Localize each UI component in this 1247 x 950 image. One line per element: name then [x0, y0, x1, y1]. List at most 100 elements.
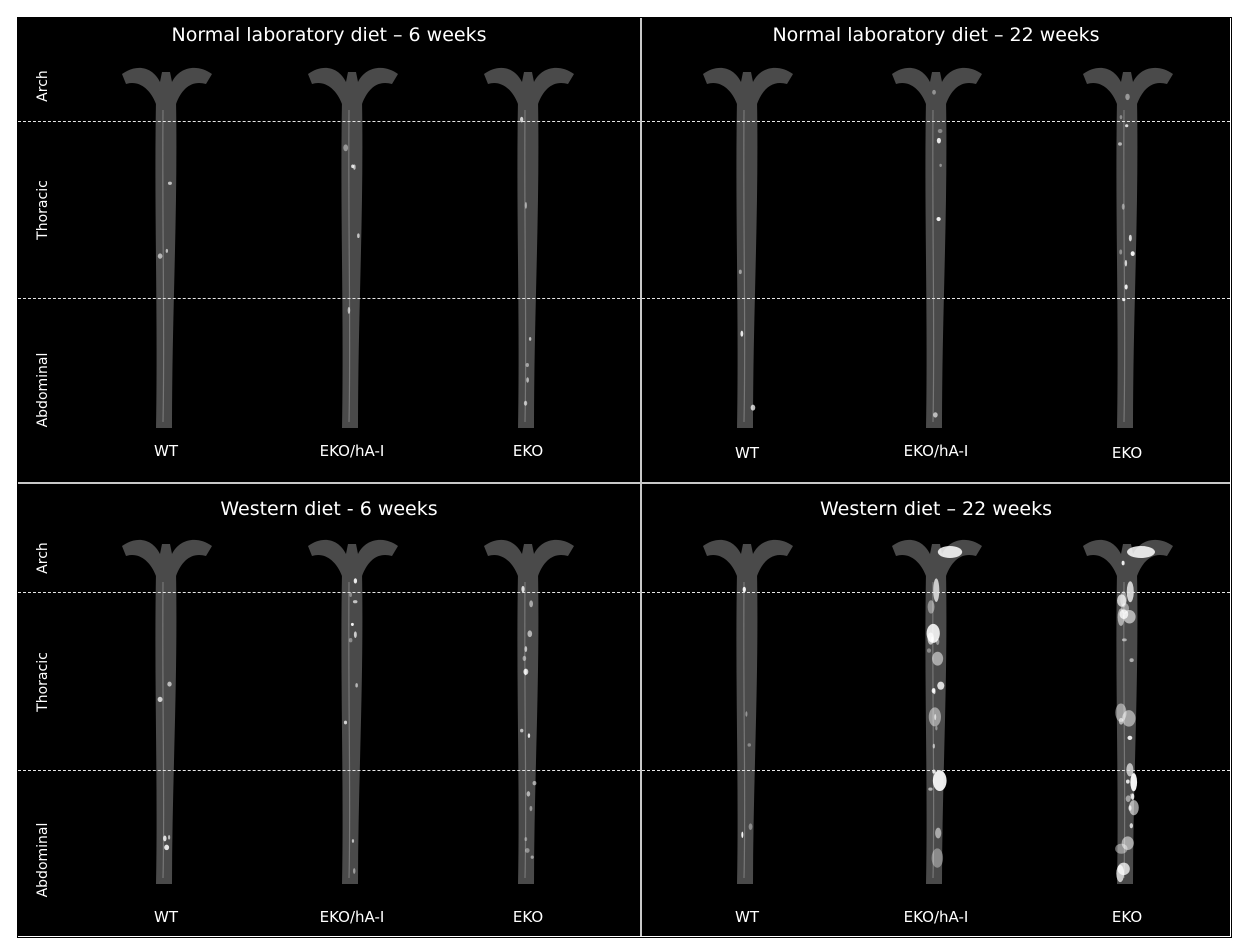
sample-label: EKO — [512, 442, 544, 460]
lesion-spot — [1131, 793, 1135, 800]
lesion-spot — [353, 578, 358, 584]
vessel-highlight — [162, 581, 165, 879]
aorta-specimen — [122, 539, 212, 884]
lesion-spot — [524, 837, 528, 842]
descending-aorta — [341, 100, 363, 428]
lesion-spot — [527, 733, 531, 738]
lesion-spot — [750, 404, 756, 411]
lesion-spot — [933, 688, 936, 695]
aorta-layer — [122, 67, 574, 428]
lesion-spot — [355, 683, 358, 688]
lesion-spot — [927, 600, 935, 614]
lesion-spot — [932, 770, 947, 792]
lesion-spot — [529, 805, 533, 812]
vessel-highlight — [524, 581, 527, 879]
lesion-spot — [1121, 203, 1125, 210]
lesion-spot — [524, 202, 528, 209]
lesion-spot — [529, 600, 534, 608]
lesion-spot — [520, 728, 524, 733]
vessel-highlight — [1123, 109, 1126, 423]
lesion-spot — [1117, 594, 1127, 607]
aorta-specimen — [892, 67, 982, 428]
panel-western-6w: Western diet - 6 weeks Arch Thoracic Abd… — [18, 484, 640, 936]
sample-label: WT — [735, 444, 759, 462]
lesion-spot — [745, 711, 748, 717]
lesion-spot — [530, 855, 534, 859]
sample-label: WT — [154, 908, 178, 926]
lesion-spot — [747, 743, 751, 747]
lesion-spot — [527, 630, 533, 638]
lesion-spot — [1130, 773, 1138, 792]
lesion-spot — [353, 631, 357, 638]
aorta-specimen — [892, 539, 982, 884]
aorta-specimen — [703, 539, 793, 884]
lesion-spot — [526, 791, 531, 797]
aorta-layer — [703, 67, 1173, 428]
lesion-spot — [351, 839, 355, 843]
lesion-spot — [926, 623, 940, 643]
lesion-spot — [1125, 93, 1130, 101]
lesion-spot — [1128, 805, 1132, 811]
vessel-highlight — [743, 581, 746, 879]
lesion-spot — [347, 306, 351, 314]
vessel-highlight — [743, 109, 746, 423]
sample-label: EKO/hA-I — [319, 908, 385, 926]
panel-title: Western diet - 6 weeks — [220, 498, 438, 520]
lesion-spot — [1127, 735, 1133, 740]
aortic-arch — [308, 67, 398, 104]
aorta-specimen — [308, 67, 398, 428]
lesion-spot — [1122, 710, 1136, 727]
vessel-highlight — [348, 109, 351, 423]
aortic-arch — [1083, 67, 1173, 104]
aorta-specimen — [1083, 539, 1173, 884]
sample-label: EKO — [1111, 908, 1143, 926]
lesion-spot — [343, 144, 349, 152]
lesion-spot — [935, 827, 942, 839]
descending-aorta — [155, 572, 177, 884]
horizontal-divider — [18, 482, 1230, 484]
lesion-spot — [350, 622, 354, 626]
panel-title: Normal laboratory diet – 22 weeks — [772, 24, 1100, 46]
lesion-spot — [343, 720, 348, 725]
lesion-spot — [522, 655, 527, 662]
panel-western-22w: Western diet – 22 weeks WT EKO/hA-I EKO — [642, 484, 1230, 936]
region-label-arch: Arch — [35, 542, 51, 574]
aorta-specimen — [484, 67, 574, 428]
aortic-arch — [122, 67, 212, 104]
panel-title: Western diet – 22 weeks — [819, 498, 1053, 520]
lesion-spot — [748, 823, 753, 831]
arch-thoracic-boundary — [18, 121, 640, 122]
vessel-highlight — [932, 109, 935, 423]
descending-aorta — [341, 572, 363, 884]
lesion-spot — [928, 787, 933, 791]
lesion-spot — [523, 668, 529, 675]
sample-label: WT — [154, 442, 178, 460]
sample-label: EKO — [1111, 444, 1143, 462]
lesion-spot — [157, 253, 163, 259]
lesion-spot — [1119, 115, 1123, 120]
lesion-spot — [932, 651, 944, 666]
lesion-spot — [521, 585, 525, 593]
lesion-spot — [1118, 717, 1124, 725]
lesion-spot — [1129, 658, 1134, 663]
arch-thoracic-boundary — [642, 121, 1230, 122]
lesion-spot — [1125, 795, 1131, 802]
lesion-spot — [524, 646, 528, 653]
lesion-spot — [1115, 703, 1127, 722]
lesion-spot — [1118, 142, 1122, 146]
arch-lesion — [1127, 546, 1155, 558]
lesion-spot — [165, 248, 169, 253]
descending-aorta — [925, 100, 947, 428]
lesion-spot — [931, 848, 944, 868]
aortic-arch — [892, 539, 982, 576]
lesion-spot — [934, 713, 937, 721]
aortic-arch — [484, 67, 574, 104]
descending-aorta — [517, 572, 539, 884]
lesion-spot — [926, 648, 932, 653]
lesion-spot — [1126, 763, 1134, 777]
aorta-specimen — [1083, 67, 1173, 428]
region-label-thoracic: Thoracic — [35, 180, 51, 240]
aorta-layer — [122, 539, 574, 884]
lesion-spot — [1119, 249, 1123, 255]
lesion-spot — [526, 377, 529, 383]
